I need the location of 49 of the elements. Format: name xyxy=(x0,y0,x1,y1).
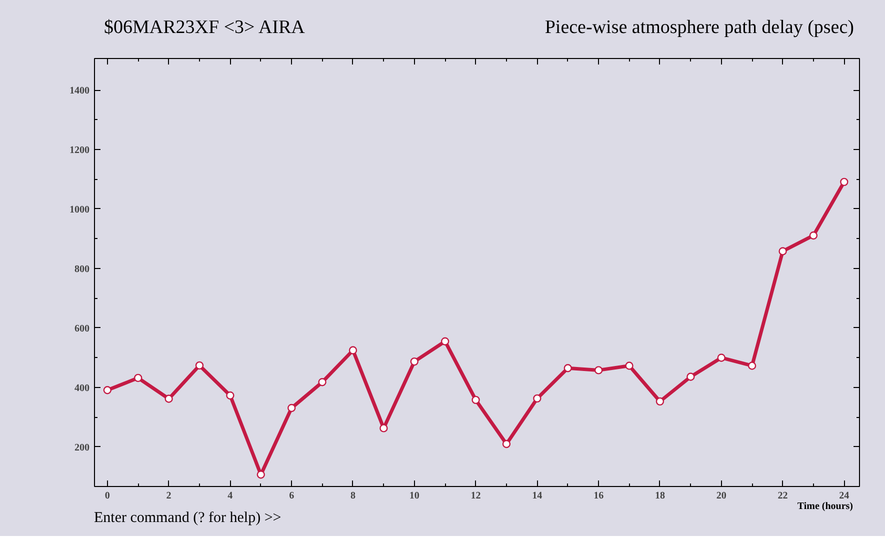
point xyxy=(472,396,480,404)
chart-subtitle: Piece-wise atmosphere path delay (psec) xyxy=(544,16,854,40)
point xyxy=(410,357,418,366)
y-tick-label: 1000 xyxy=(70,204,90,216)
point xyxy=(594,366,603,374)
point xyxy=(717,354,726,362)
point xyxy=(287,404,296,412)
point xyxy=(134,374,142,382)
point xyxy=(348,346,358,354)
text: Enter command (? for help) >> xyxy=(94,509,282,528)
point xyxy=(226,391,234,400)
point xyxy=(103,386,112,394)
y-tick-label: 600 xyxy=(74,323,90,334)
x-tick-label: 22 xyxy=(778,490,788,502)
chart-title: $06MAR23XF <3> AIRA xyxy=(104,16,305,40)
point xyxy=(440,337,450,346)
x-axis-title: Time (hours) xyxy=(797,500,853,514)
point xyxy=(840,178,848,186)
y-tick-label: 800 xyxy=(74,264,90,275)
x-tick-label: 2 xyxy=(166,490,172,502)
point xyxy=(564,364,572,372)
point xyxy=(318,378,326,386)
point xyxy=(748,362,756,370)
y-tick-label: 1200 xyxy=(70,145,90,156)
x-tick-label: 10 xyxy=(409,490,420,502)
y-tick-label: 200 xyxy=(74,442,90,454)
x-tick-label: 8 xyxy=(350,490,356,502)
point xyxy=(778,247,787,256)
point xyxy=(256,470,265,479)
x-tick-label: 14 xyxy=(532,490,542,502)
x-tick-label: 0 xyxy=(104,490,110,502)
point xyxy=(380,424,388,432)
x-tick-label: 18 xyxy=(654,490,665,502)
x-tick-label: 4 xyxy=(228,490,233,502)
y-tick-label: 400 xyxy=(74,382,90,394)
point xyxy=(686,372,695,381)
point xyxy=(533,394,542,403)
point xyxy=(656,397,664,406)
point xyxy=(502,440,511,448)
point xyxy=(164,394,173,403)
point xyxy=(809,231,818,240)
x-tick-label: 20 xyxy=(716,490,726,502)
x-tick-label: 12 xyxy=(470,490,481,502)
point xyxy=(625,362,634,370)
point xyxy=(195,361,204,370)
x-tick-label: 6 xyxy=(289,490,294,502)
x-tick-label: 16 xyxy=(594,490,604,502)
y-tick-label: 1400 xyxy=(70,86,90,97)
x-tick-label: 24 xyxy=(839,490,850,502)
